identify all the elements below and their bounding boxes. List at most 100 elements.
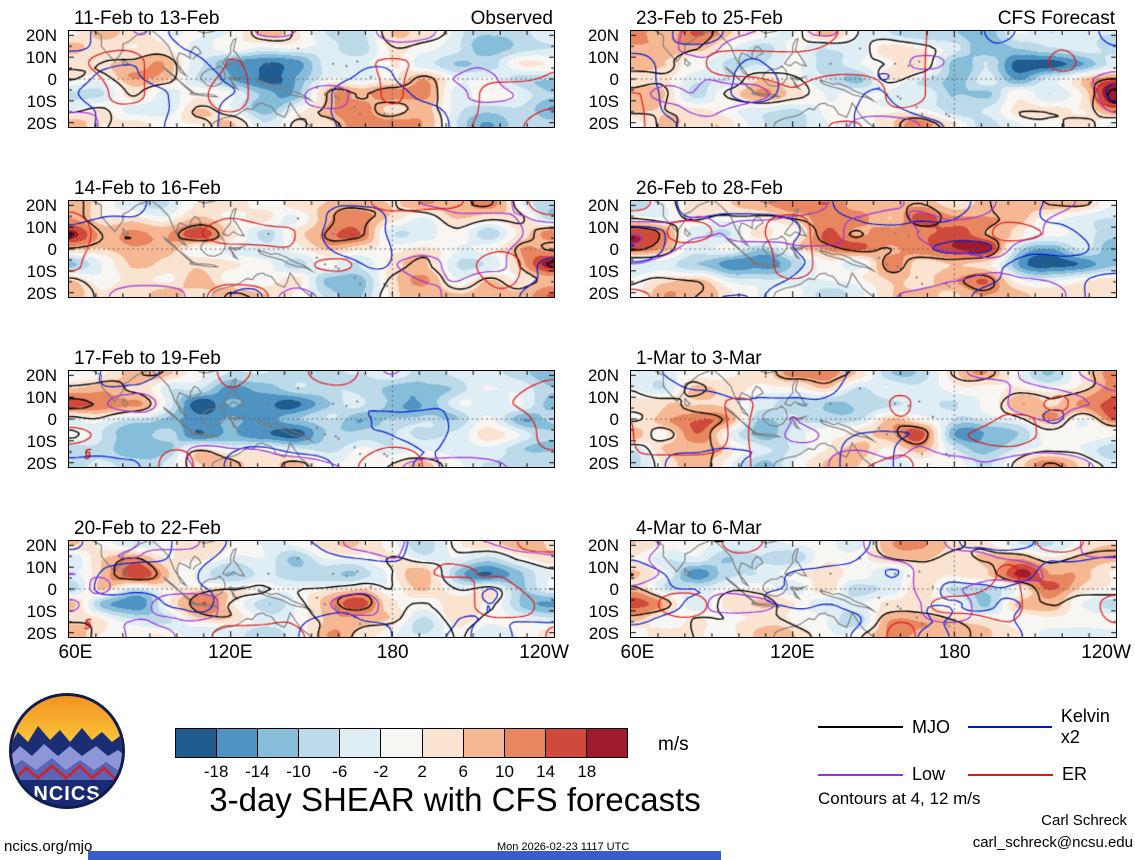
y-tick-label: 10N	[25, 558, 57, 578]
y-tick-label: 20S	[588, 113, 619, 133]
ncics-logo: NCICS	[9, 693, 125, 809]
map-panel: 23-Feb to 25-Feb CFS Forecast 20N 10N 0 10S…	[588, 6, 1117, 133]
colorbar-segment	[381, 729, 423, 757]
shear-map-canvas	[69, 31, 554, 127]
y-tick-label: 0	[609, 240, 619, 259]
y-tick-label: 0	[609, 70, 619, 89]
panel-title: 14-Feb to 16-Feb	[74, 178, 221, 199]
y-tick-label: 0	[609, 410, 619, 429]
y-axis-tick-labels: 20N 10N 0 10S 20S	[575, 196, 625, 302]
colorbar-labels: -18 -14 -10 -6 -2 2 6 10 14 18	[175, 760, 628, 782]
panel-title: 4-Mar to 6-Mar	[636, 518, 762, 539]
map-panel: 17-Feb to 19-Feb 20N 10N 0 10S 20S	[26, 346, 555, 473]
map-panel: 20-Feb to 22-Feb 20N 10N 0 10S 20S 60E 120E 18…	[26, 516, 569, 663]
y-axis-tick-labels: 20N 10N 0 10S 20S	[13, 196, 63, 302]
y-tick-label: 10S	[26, 601, 57, 621]
y-tick-label: 10S	[26, 91, 57, 111]
colorbar-tick-label: -18	[203, 762, 229, 781]
legend-item-er: ER	[968, 764, 1133, 785]
map-panel: 26-Feb to 28-Feb 20N 10N 0 10S 20S	[588, 176, 1117, 303]
panel-title: 20-Feb to 22-Feb	[74, 518, 221, 539]
map-plot-area: 20N 10N 0 10S 20S	[26, 196, 555, 303]
x-tick-label: 180	[938, 642, 971, 663]
x-tick-label: 120W	[519, 642, 569, 663]
y-tick-label: 0	[47, 70, 57, 89]
x-tick-label: 120E	[208, 642, 253, 663]
colorbar-tick-label: -14	[245, 762, 270, 781]
y-tick-label: 20N	[25, 366, 57, 386]
y-axis-tick-labels: 20N 10N 0 10S 20S	[13, 26, 63, 132]
colorbar-tick-label: -10	[286, 762, 311, 781]
panel-title: 17-Feb to 19-Feb	[74, 348, 221, 369]
contour-note: Contours at 4, 12 m/s	[818, 789, 981, 808]
x-tick-label: 120W	[1081, 642, 1131, 663]
panel-title: 26-Feb to 28-Feb	[636, 178, 783, 199]
map-panel: 14-Feb to 16-Feb 20N 10N 0 10S 20S	[26, 176, 555, 303]
credit-name: Carl Schreck	[1041, 812, 1127, 829]
panel-source-label: CFS Forecast	[997, 8, 1115, 29]
shear-map-canvas	[631, 371, 1116, 467]
y-axis-tick-labels: 20N 10N 0 10S 20S	[13, 366, 63, 472]
colorbar-segment	[299, 729, 341, 757]
panel-source-label: Observed	[470, 8, 553, 29]
y-tick-label: 0	[47, 580, 57, 599]
y-axis-tick-labels: 20N 10N 0 10S 20S	[575, 26, 625, 132]
y-tick-label: 0	[47, 240, 57, 259]
y-tick-label: 20N	[587, 26, 619, 46]
x-axis-tick-labels: 60E 120E 180 120W	[621, 640, 1131, 666]
y-tick-label: 10S	[588, 601, 619, 621]
panel-title: 11-Feb to 13-Feb	[74, 8, 220, 29]
legend-item-mjo: MJO	[818, 706, 968, 748]
y-tick-label: 10N	[25, 388, 57, 408]
y-tick-label: 20S	[588, 283, 619, 303]
map-plot-area: 20N 10N 0 10S 20S	[588, 536, 1117, 643]
map-plot-area: 20N 10N 0 10S 20S	[588, 366, 1117, 473]
colorbar-tick-label: 10	[494, 762, 514, 781]
y-tick-label: 20S	[26, 113, 57, 133]
logo-text: NCICS	[33, 783, 100, 805]
x-tick-label: 120E	[770, 642, 815, 663]
y-tick-label: 0	[47, 410, 57, 429]
er-line-sample	[968, 773, 1053, 776]
y-tick-label: 10N	[587, 558, 619, 578]
colorbar-segment	[258, 729, 300, 757]
colorbar-unit: m/s	[658, 734, 689, 755]
x-tick-label: 60E	[58, 642, 93, 663]
shear-map-canvas	[631, 201, 1116, 297]
y-tick-label: 10N	[587, 218, 619, 238]
credit-email: carl_schreck@ncsu.edu	[972, 834, 1133, 851]
map-panel: 4-Mar to 6-Mar 20N 10N 0 10S 20S 60E 120E 180 1…	[588, 516, 1131, 663]
legend-label: ER	[1062, 764, 1088, 784]
colorbar-segment	[176, 729, 218, 757]
map-plot-area: 20N 10N 0 10S 20S	[588, 196, 1117, 303]
map-plot-area: 20N 10N 0 10S 20S	[26, 26, 555, 133]
mjo-line-sample	[818, 726, 903, 728]
colorbar-tick-label: 18	[577, 762, 597, 781]
low-line-sample	[818, 773, 903, 776]
y-tick-label: 20N	[25, 26, 57, 46]
y-tick-label: 20N	[587, 366, 619, 386]
y-tick-label: 20S	[26, 453, 57, 473]
colorbar-tick-label: -6	[332, 762, 348, 781]
colorbar-segment	[504, 729, 546, 757]
shear-map-canvas	[69, 201, 554, 297]
colorbar-tick-label: 14	[536, 762, 556, 781]
map-plot-area: 20N 10N 0 10S 20S	[588, 26, 1117, 133]
x-tick-label: 180	[376, 642, 409, 663]
y-tick-label: 10N	[587, 388, 619, 408]
y-axis-tick-labels: 20N 10N 0 10S 20S	[13, 536, 63, 642]
colorbar-tick-label: 6	[458, 762, 468, 781]
shear-map-canvas	[631, 541, 1116, 637]
legend-label: Kelvin x2	[1060, 706, 1110, 747]
y-tick-label: 10S	[588, 261, 619, 281]
y-tick-label: 0	[609, 580, 619, 599]
shear-map-canvas	[69, 541, 554, 637]
legend-label: Low	[912, 764, 946, 784]
legend-item-kelvin: Kelvin x2	[968, 706, 1133, 748]
y-tick-label: 20S	[588, 623, 619, 643]
y-tick-label: 10S	[588, 431, 619, 451]
map-plot-area: 20N 10N 0 10S 20S	[26, 536, 555, 643]
bottom-blue-bar	[88, 851, 721, 860]
colorbar-segment	[463, 729, 505, 757]
